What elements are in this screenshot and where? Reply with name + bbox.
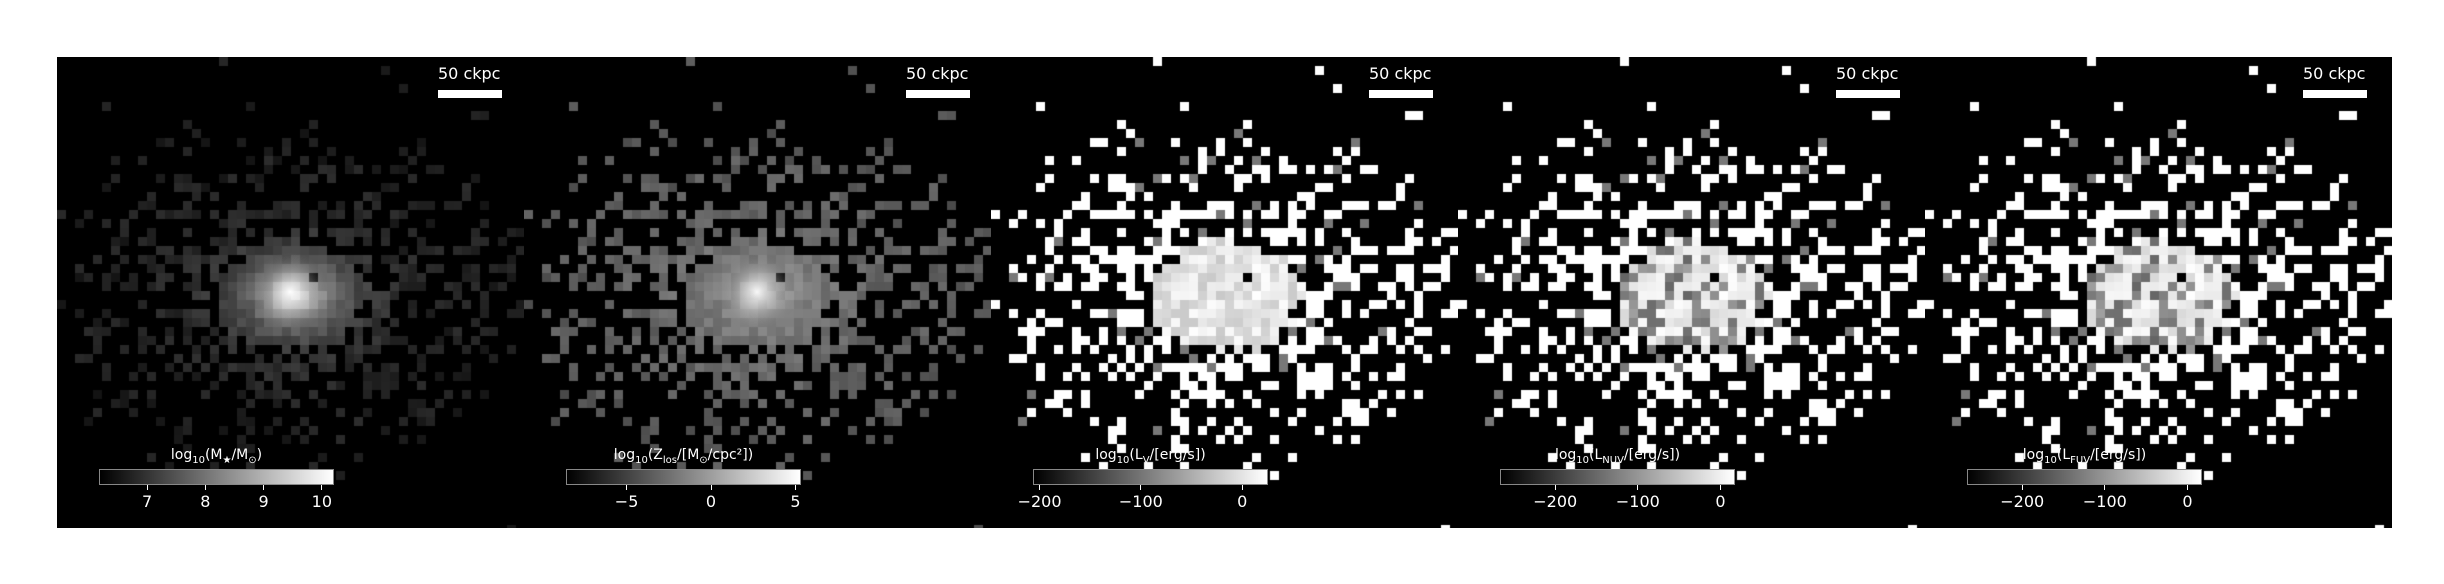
colorbar: log10(M★/M⊙) 7 8 9 10	[99, 447, 334, 517]
scalebar-label: 50 ckpc	[1369, 64, 1432, 83]
panel-fuv-luminosity: 50 ckpc log10(LFUV/[erg/s]) −200 −100 0	[1925, 57, 2392, 528]
colorbar-gradient	[1500, 469, 1735, 485]
scalebar	[438, 90, 502, 98]
colorbar-tick-label: −100	[1118, 492, 1163, 511]
colorbar-tick	[204, 485, 206, 490]
colorbar-tick-label: 8	[200, 492, 211, 511]
colorbar-title: log10(M★/M⊙)	[170, 447, 263, 466]
colorbar-tick-label: −200	[1533, 492, 1578, 511]
colorbar-tick	[1719, 485, 1721, 490]
scalebar	[2303, 90, 2367, 98]
pixel-map	[57, 57, 524, 528]
scalebar-label: 50 ckpc	[906, 64, 969, 83]
scalebar-label: 50 ckpc	[438, 64, 501, 83]
colorbar-title: log10(LFUV/[erg/s])	[2022, 447, 2147, 466]
colorbar-tick-label: −5	[614, 492, 639, 511]
colorbar-tick	[321, 485, 323, 490]
image-panel-strip: 50 ckpc log10(M★/M⊙) 7 8 9 10 50 ckpc log10…	[57, 57, 2392, 528]
colorbar-tick-label: 0	[1715, 492, 1726, 511]
colorbar-tick	[626, 485, 628, 490]
scalebar-label: 50 ckpc	[1836, 64, 1899, 83]
colorbar-tick	[1140, 485, 1142, 490]
colorbar: log10(LV/[erg/s]) −200 −100 0	[1018, 447, 1268, 517]
pixel-map	[1458, 57, 1925, 528]
colorbar-tick-label: 0	[2182, 492, 2193, 511]
colorbar-tick-label: 7	[142, 492, 153, 511]
colorbar-tick	[263, 485, 265, 490]
scalebar	[1369, 90, 1433, 98]
colorbar-gradient	[1967, 469, 2202, 485]
colorbar-tick-label: −200	[2000, 492, 2045, 511]
colorbar-tick-label: 0	[705, 492, 717, 511]
panel-v-band-luminosity: 50 ckpc log10(LV/[erg/s]) −200 −100 0	[991, 57, 1458, 528]
colorbar-tick	[1241, 485, 1243, 490]
colorbar-tick	[1039, 485, 1041, 490]
colorbar-tick-label: −100	[2082, 492, 2127, 511]
colorbar-tick-label: 0	[1237, 492, 1248, 511]
colorbar: log10(LNUV/[erg/s]) −200 −100 0	[1500, 447, 1735, 517]
colorbar: log10(Zlos/[M⊙/cpc²]) −5 0 5	[566, 447, 801, 517]
pixel-map	[1925, 57, 2392, 528]
colorbar-tick	[2186, 485, 2188, 490]
colorbar-gradient	[1033, 469, 1268, 485]
colorbar-gradient	[566, 469, 801, 485]
colorbar-tick-label: −200	[1017, 492, 1062, 511]
scalebar	[1836, 90, 1900, 98]
colorbar-title: log10(LV/[erg/s])	[1095, 447, 1206, 466]
colorbar-gradient	[99, 469, 334, 485]
colorbar-tick	[2021, 485, 2023, 490]
pixel-map	[524, 57, 991, 528]
panel-nuv-luminosity: 50 ckpc log10(LNUV/[erg/s]) −200 −100 0	[1458, 57, 1925, 528]
colorbar-tick	[1554, 485, 1556, 490]
pixel-map	[991, 57, 1458, 528]
colorbar-tick-label: 10	[311, 492, 333, 511]
colorbar-tick	[794, 485, 796, 490]
colorbar-tick	[2104, 485, 2106, 490]
colorbar-tick	[710, 485, 712, 490]
scalebar-label: 50 ckpc	[2303, 64, 2366, 83]
colorbar-title: log10(LNUV/[erg/s])	[1554, 447, 1681, 466]
colorbar-tick-label: 9	[258, 492, 269, 511]
colorbar-title: log10(Zlos/[M⊙/cpc²])	[613, 447, 754, 466]
colorbar-tick	[146, 485, 148, 490]
colorbar-tick-label: 5	[790, 492, 801, 511]
panel-metallicity: 50 ckpc log10(Zlos/[M⊙/cpc²]) −5 0 5	[524, 57, 991, 528]
scalebar	[906, 90, 970, 98]
colorbar-tick	[1637, 485, 1639, 490]
colorbar-tick-label: −100	[1615, 492, 1660, 511]
panel-stellar-mass: 50 ckpc log10(M★/M⊙) 7 8 9 10	[57, 57, 524, 528]
colorbar: log10(LFUV/[erg/s]) −200 −100 0	[1967, 447, 2202, 517]
